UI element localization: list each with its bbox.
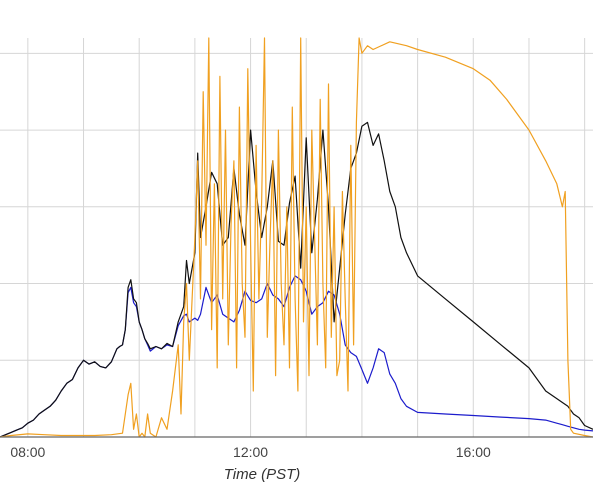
x-tick-label: 12:00 (233, 444, 268, 460)
grid (0, 38, 593, 438)
x-tick-label: 16:00 (456, 444, 491, 460)
x-tick-label: 08:00 (10, 444, 45, 460)
series-layer (0, 37, 593, 438)
series-line-2 (0, 37, 593, 438)
x-axis-title: Time (PST) (224, 466, 301, 483)
axes: 08:00 12:00 16:00 (0, 436, 593, 460)
series-line-1 (0, 121, 593, 438)
